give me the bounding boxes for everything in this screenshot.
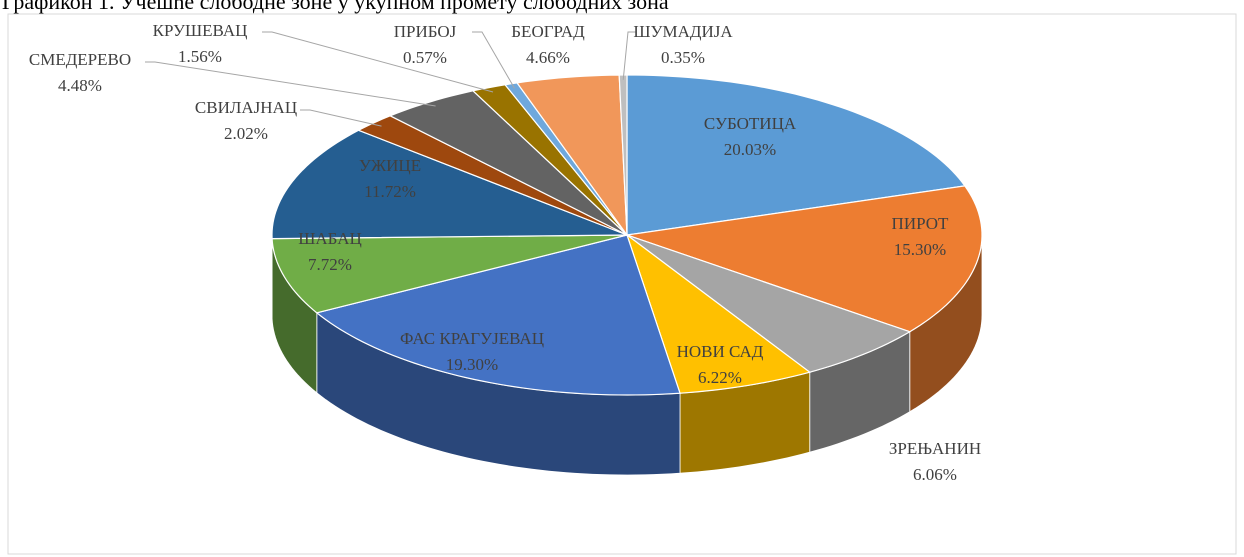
value-label: 11.72% <box>364 182 416 201</box>
slice-label: ФАС КРАГУЈЕВАЦ <box>400 329 544 348</box>
leader-line <box>300 109 382 127</box>
value-label: 4.66% <box>526 48 570 67</box>
slice-label: УЖИЦЕ <box>359 156 421 175</box>
slice-label: ШУМАДИЈА <box>633 22 733 41</box>
slice-label: СУБОТИЦА <box>704 114 797 133</box>
slice <box>625 233 812 394</box>
slice-label: СМЕДЕРЕВО <box>29 50 131 69</box>
slice <box>388 90 628 236</box>
slice-label: КРУШЕВАЦ <box>153 21 248 40</box>
value-label: 7.72% <box>308 255 352 274</box>
slice-label: ЗРЕЊАНИН <box>889 439 981 458</box>
slice-label: ШАБАЦ <box>298 229 362 248</box>
slice-label: БЕОГРАД <box>511 22 585 41</box>
slice <box>357 115 628 236</box>
value-label: 19.30% <box>446 355 498 374</box>
slice-label: ПИРОТ <box>892 214 949 233</box>
slice-label: ПРИБОЈ <box>394 22 457 41</box>
leader-line <box>262 31 494 93</box>
value-label: 6.06% <box>913 465 957 484</box>
value-label: 1.56% <box>178 47 222 66</box>
value-label: 15.30% <box>894 240 946 259</box>
leader-line <box>622 31 636 80</box>
value-label: 20.03% <box>724 140 776 159</box>
value-label: 4.48% <box>58 76 102 95</box>
slice <box>271 129 628 240</box>
value-label: 0.35% <box>661 48 705 67</box>
chart-title: Графикон 1. Учешће слободне зоне у укупн… <box>2 0 669 14</box>
slice <box>618 74 628 236</box>
value-label: 6.22% <box>698 368 742 387</box>
value-label: 2.02% <box>224 124 268 143</box>
leader-line <box>472 31 515 89</box>
slice <box>516 74 628 237</box>
chart-frame <box>7 13 1237 555</box>
slice-label: СВИЛАЈНАЦ <box>195 98 297 117</box>
slice <box>315 234 681 396</box>
slice <box>626 74 966 236</box>
slice <box>626 234 912 373</box>
slice <box>271 234 628 314</box>
leader-line <box>145 61 436 107</box>
slice-label: НОВИ САД <box>677 342 764 361</box>
slice <box>626 185 983 333</box>
value-label: 0.57% <box>403 48 447 67</box>
